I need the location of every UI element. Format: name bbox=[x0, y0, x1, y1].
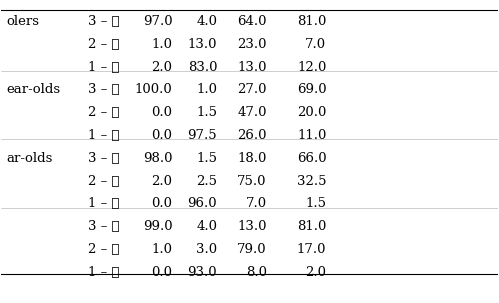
Text: 13.0: 13.0 bbox=[238, 61, 267, 74]
Text: 1 – 🙁: 1 – 🙁 bbox=[88, 198, 120, 211]
Text: ear-olds: ear-olds bbox=[6, 83, 60, 96]
Text: 2.0: 2.0 bbox=[305, 266, 326, 279]
Text: 8.0: 8.0 bbox=[246, 266, 267, 279]
Text: 97.0: 97.0 bbox=[143, 15, 173, 28]
Text: 11.0: 11.0 bbox=[297, 129, 326, 142]
Text: 4.0: 4.0 bbox=[196, 220, 217, 233]
Text: 2 – 😐: 2 – 😐 bbox=[88, 106, 120, 119]
Text: ar-olds: ar-olds bbox=[6, 152, 53, 165]
Text: 83.0: 83.0 bbox=[188, 61, 217, 74]
Text: 12.0: 12.0 bbox=[297, 61, 326, 74]
Text: 13.0: 13.0 bbox=[238, 220, 267, 233]
Text: 1 – 🙁: 1 – 🙁 bbox=[88, 61, 120, 74]
Text: 7.0: 7.0 bbox=[305, 38, 326, 51]
Text: 32.5: 32.5 bbox=[297, 175, 326, 188]
Text: 93.0: 93.0 bbox=[188, 266, 217, 279]
Text: 1.5: 1.5 bbox=[196, 106, 217, 119]
Text: 1.0: 1.0 bbox=[152, 243, 173, 256]
Text: 20.0: 20.0 bbox=[297, 106, 326, 119]
Text: 0.0: 0.0 bbox=[152, 106, 173, 119]
Text: 99.0: 99.0 bbox=[143, 220, 173, 233]
Text: 1 – 🙁: 1 – 🙁 bbox=[88, 129, 120, 142]
Text: 2.0: 2.0 bbox=[152, 61, 173, 74]
Text: 98.0: 98.0 bbox=[143, 152, 173, 165]
Text: 18.0: 18.0 bbox=[238, 152, 267, 165]
Text: 0.0: 0.0 bbox=[152, 129, 173, 142]
Text: 3 – 🙂: 3 – 🙂 bbox=[88, 152, 120, 165]
Text: 100.0: 100.0 bbox=[135, 83, 173, 96]
Text: 2 – 😐: 2 – 😐 bbox=[88, 175, 120, 188]
Text: 96.0: 96.0 bbox=[188, 198, 217, 211]
Text: 66.0: 66.0 bbox=[297, 152, 326, 165]
Text: 0.0: 0.0 bbox=[152, 266, 173, 279]
Text: 3 – 🙂: 3 – 🙂 bbox=[88, 83, 120, 96]
Text: 1.0: 1.0 bbox=[196, 83, 217, 96]
Text: 27.0: 27.0 bbox=[238, 83, 267, 96]
Text: 1.5: 1.5 bbox=[305, 198, 326, 211]
Text: 75.0: 75.0 bbox=[238, 175, 267, 188]
Text: 4.0: 4.0 bbox=[196, 15, 217, 28]
Text: 0.0: 0.0 bbox=[152, 198, 173, 211]
Text: 1.5: 1.5 bbox=[196, 152, 217, 165]
Text: 17.0: 17.0 bbox=[297, 243, 326, 256]
Text: 1 – 🙁: 1 – 🙁 bbox=[88, 266, 120, 279]
Text: 64.0: 64.0 bbox=[238, 15, 267, 28]
Text: 79.0: 79.0 bbox=[237, 243, 267, 256]
Text: 2.5: 2.5 bbox=[196, 175, 217, 188]
Text: 13.0: 13.0 bbox=[188, 38, 217, 51]
Text: 3 – 🙂: 3 – 🙂 bbox=[88, 220, 120, 233]
Text: 7.0: 7.0 bbox=[246, 198, 267, 211]
Text: 2 – 😐: 2 – 😐 bbox=[88, 243, 120, 256]
Text: 3 – 🙂: 3 – 🙂 bbox=[88, 15, 120, 28]
Text: 2 – 😐: 2 – 😐 bbox=[88, 38, 120, 51]
Text: olers: olers bbox=[6, 15, 39, 28]
Text: 3.0: 3.0 bbox=[196, 243, 217, 256]
Text: 97.5: 97.5 bbox=[188, 129, 217, 142]
Text: 26.0: 26.0 bbox=[238, 129, 267, 142]
Text: 69.0: 69.0 bbox=[297, 83, 326, 96]
Text: 81.0: 81.0 bbox=[297, 15, 326, 28]
Text: 23.0: 23.0 bbox=[238, 38, 267, 51]
Text: 1.0: 1.0 bbox=[152, 38, 173, 51]
Text: 81.0: 81.0 bbox=[297, 220, 326, 233]
Text: 2.0: 2.0 bbox=[152, 175, 173, 188]
Text: 47.0: 47.0 bbox=[238, 106, 267, 119]
